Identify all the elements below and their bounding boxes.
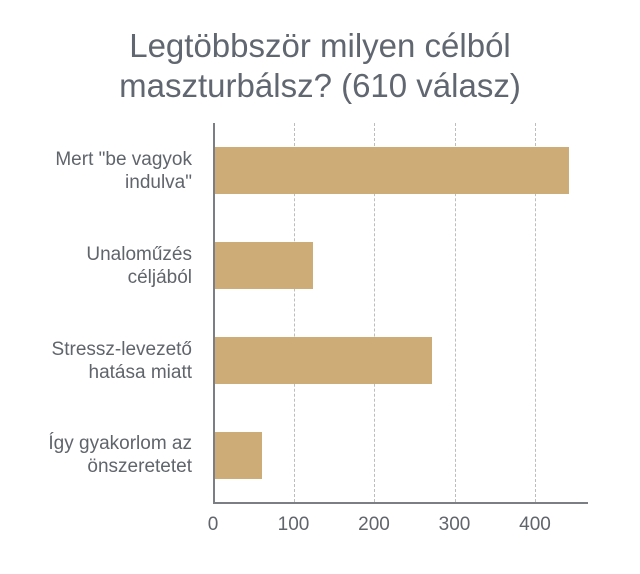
category-label: Unaloműzés céljából — [2, 243, 192, 289]
category-label-line: Mert "be vagyok — [55, 149, 192, 170]
gridline — [293, 123, 295, 502]
category-label-line: önszeretetet — [87, 456, 192, 477]
gridline — [535, 123, 536, 502]
x-tick-label: 300 — [438, 514, 471, 535]
category-label: Mert "be vagyok indulva" — [2, 148, 192, 194]
category-label-line: hatása miatt — [88, 362, 193, 383]
gridline — [374, 123, 375, 502]
x-tick-label: 0 — [207, 514, 219, 535]
x-tick-label: 100 — [277, 514, 310, 535]
plot-area — [213, 123, 588, 504]
category-label: Így gyakorlom az önszeretetet — [2, 432, 192, 478]
chart-title-line1: Legtöbbször milyen célból — [129, 27, 511, 64]
category-label-line: Unaloműzés — [86, 244, 192, 265]
category-label-line: Stressz-levezető — [51, 339, 192, 360]
bar — [215, 242, 313, 289]
bar — [215, 337, 432, 384]
category-label-line: céljából — [127, 267, 192, 288]
chart-title: Legtöbbször milyen célból maszturbálsz? … — [0, 26, 640, 106]
bar — [215, 432, 263, 479]
x-tick-label: 200 — [358, 514, 390, 535]
x-axis-line — [213, 502, 588, 504]
category-label-line: indulva" — [125, 172, 192, 193]
x-tick-label: 400 — [519, 514, 551, 535]
bar — [215, 147, 569, 194]
chart-title-line2: maszturbálsz? (610 válasz) — [119, 67, 521, 104]
y-axis-line — [213, 123, 215, 504]
category-label: Stressz-levezető hatása miatt — [2, 338, 192, 384]
category-label-line: Így gyakorlom az — [48, 433, 192, 454]
gridline — [454, 123, 456, 502]
